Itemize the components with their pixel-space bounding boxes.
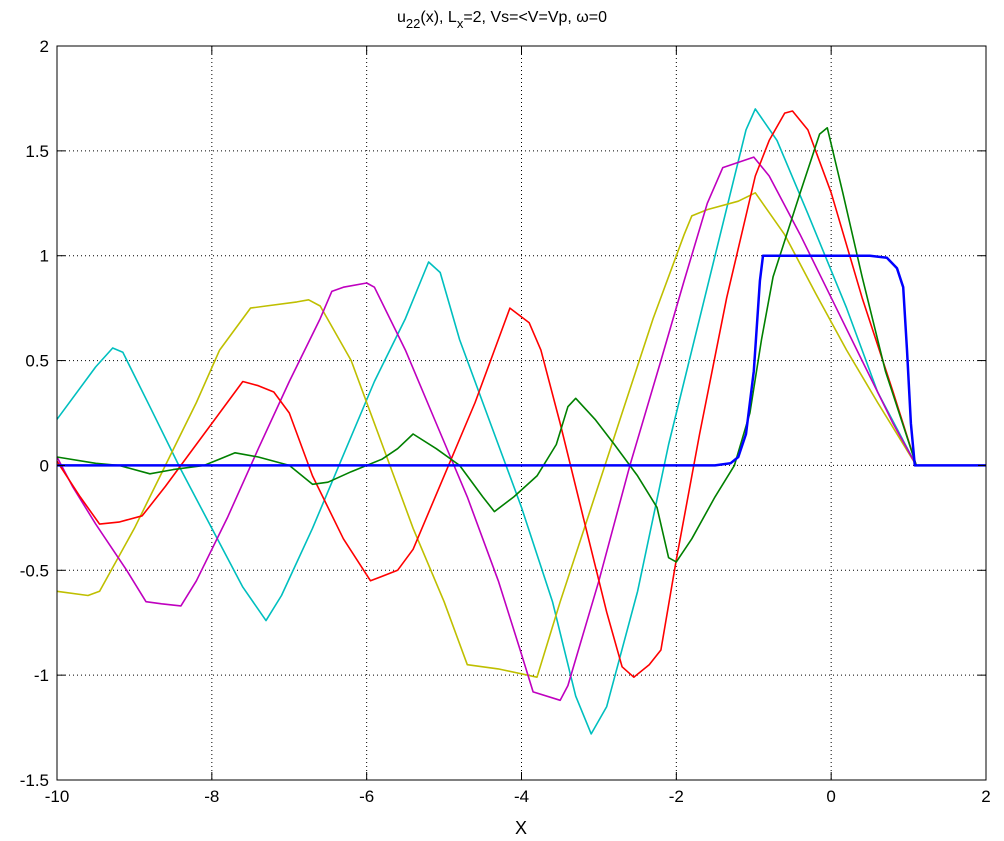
series-line-4 — [56, 110, 986, 678]
y-tick-label: 1.5 — [25, 142, 49, 161]
x-tick-label: 2 — [981, 787, 990, 806]
y-tick-label: 0.5 — [25, 352, 49, 371]
x-tick-label: -8 — [204, 787, 219, 806]
y-tick-label: -1 — [34, 666, 49, 685]
plot-area — [57, 46, 986, 780]
x-axis-label: X — [515, 818, 527, 838]
series-line-6 — [57, 254, 986, 467]
y-tick-label: 0 — [40, 456, 49, 475]
y-tick-label: 1 — [40, 247, 49, 266]
chart-title: u22(x), Lx=2, Vs=<V=Vp, ω=0 — [397, 9, 607, 31]
x-tick-label: -10 — [45, 787, 70, 806]
series-line-2 — [56, 192, 986, 678]
y-tick-label: 2 — [40, 37, 49, 56]
y-tick-label: -1.5 — [20, 771, 49, 790]
x-tick-label: -4 — [514, 787, 529, 806]
series-layer — [56, 108, 986, 735]
x-tick-label: 0 — [826, 787, 835, 806]
y-tick-label: -0.5 — [20, 561, 49, 580]
series-line-3 — [56, 156, 986, 702]
axis-ticks: -10 -8 -6 -4 -2 0 2 -1.5 -1 -0.5 0 0.5 1 1.5 2 — [20, 37, 991, 806]
series-line-1 — [56, 108, 986, 735]
x-tick-label: -2 — [669, 787, 684, 806]
x-tick-label: -6 — [359, 787, 374, 806]
series-line-5 — [56, 127, 986, 563]
